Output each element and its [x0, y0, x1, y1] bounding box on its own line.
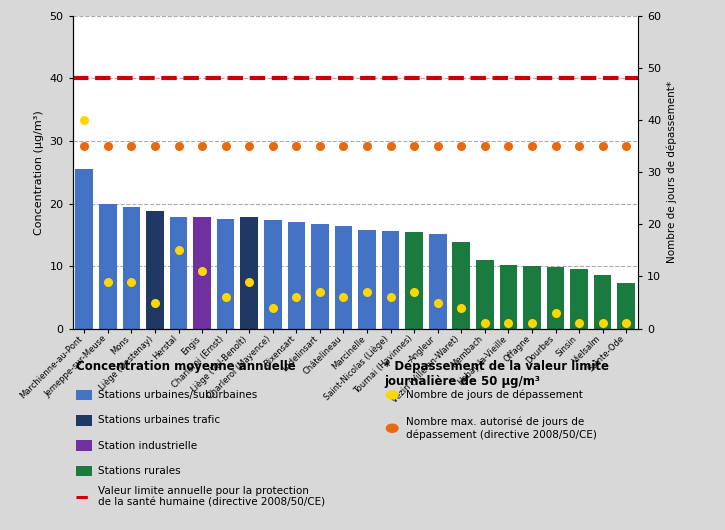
Bar [194, 217, 211, 329]
Bar [476, 260, 494, 329]
Bar [311, 224, 328, 329]
Bar [452, 242, 470, 329]
Text: * Dépassement de la valeur limite
journalière de 50 µg/m³: * Dépassement de la valeur limite journa… [384, 360, 609, 388]
Bar [358, 230, 376, 329]
Text: Concentration moyenne annuelle: Concentration moyenne annuelle [76, 360, 296, 374]
Bar [618, 283, 635, 329]
Bar [571, 269, 588, 329]
Bar [123, 207, 140, 329]
Bar [288, 222, 305, 329]
Bar [429, 234, 447, 329]
Text: Valeur limite annuelle pour la protection
de la santé humaine (directive 2008/50: Valeur limite annuelle pour la protectio… [98, 486, 325, 507]
Text: Station industrielle: Station industrielle [98, 441, 197, 450]
Bar [99, 204, 117, 329]
Text: Nombre max. autorisé de jours de
dépassement (directive 2008/50/CE): Nombre max. autorisé de jours de dépasse… [406, 417, 597, 439]
Bar [335, 226, 352, 329]
Bar [523, 266, 541, 329]
Bar [594, 276, 611, 329]
Text: Stations urbaines trafic: Stations urbaines trafic [98, 416, 220, 425]
Bar [170, 217, 187, 329]
Bar [547, 267, 564, 329]
Bar [241, 217, 258, 329]
Y-axis label: Nombre de jours de dépassement*: Nombre de jours de dépassement* [667, 81, 677, 263]
Text: Stations urbaines/suburbaines: Stations urbaines/suburbaines [98, 390, 257, 400]
Bar [264, 220, 281, 329]
Text: Nombre de jours de dépassement: Nombre de jours de dépassement [406, 390, 583, 400]
Bar [75, 169, 93, 329]
Bar [405, 232, 423, 329]
Bar [382, 231, 399, 329]
Bar [146, 211, 164, 329]
Y-axis label: Concentration (µg/m³): Concentration (µg/m³) [34, 110, 44, 235]
Bar [500, 266, 517, 329]
Text: Stations rurales: Stations rurales [98, 466, 181, 476]
Bar [217, 219, 234, 329]
